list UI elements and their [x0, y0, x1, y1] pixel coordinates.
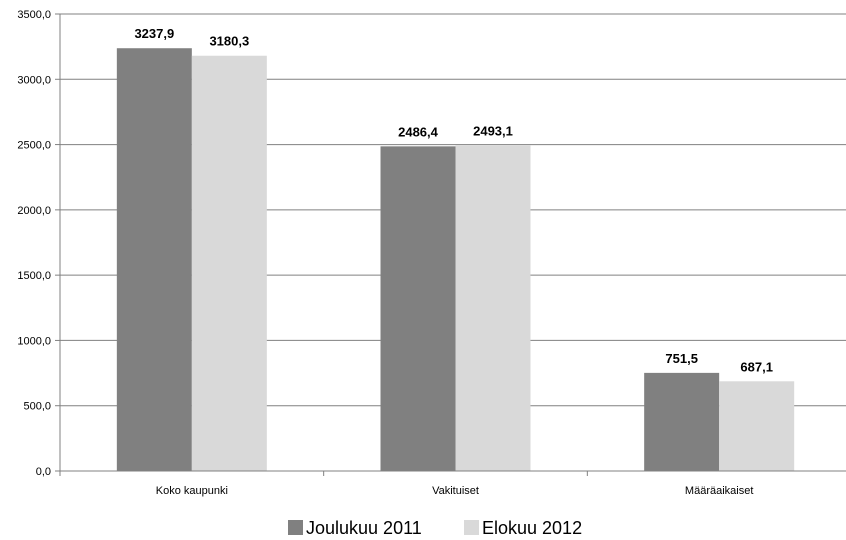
category-label: Koko kaupunki	[156, 485, 228, 497]
y-tick-label: 500,0	[23, 401, 51, 413]
y-tick-label: 3500,0	[17, 9, 51, 21]
y-tick-label: 1500,0	[17, 270, 51, 282]
legend-swatch	[288, 520, 303, 535]
y-tick-label: 0,0	[36, 466, 51, 478]
data-label: 751,5	[665, 351, 698, 366]
legend: Joulukuu 2011 Elokuu 2012	[288, 518, 582, 538]
bar-elokuu-2012	[455, 145, 531, 472]
bar-elokuu-2012	[719, 381, 795, 471]
bar-joulukuu-2011	[380, 146, 456, 471]
bar-joulukuu-2011	[116, 48, 192, 471]
bar-joulukuu-2011	[644, 372, 720, 471]
y-axis-tick-labels: 0,0 500,0 1000,0 1500,0 2000,0 2500,0 3000,0 35…	[17, 9, 51, 478]
legend-swatch	[464, 520, 479, 535]
data-labels: 3237,9 3180,3 2486,4 2493,1 751,5 687,1	[134, 26, 772, 374]
data-label: 2486,4	[398, 124, 439, 139]
bar-elokuu-2012	[191, 55, 267, 472]
y-tick-label: 2500,0	[17, 140, 51, 152]
axes	[55, 13, 846, 476]
data-label: 3180,3	[209, 34, 249, 49]
y-tick-label: 2000,0	[17, 205, 51, 217]
bars	[116, 48, 795, 472]
legend-label: Elokuu 2012	[482, 518, 582, 538]
y-tick-label: 3000,0	[17, 74, 51, 86]
data-label: 3237,9	[134, 26, 174, 41]
category-label: Vakituiset	[432, 485, 479, 497]
category-label: Määräaikaiset	[685, 485, 753, 497]
legend-label: Joulukuu 2011	[306, 518, 422, 538]
data-label: 687,1	[740, 359, 773, 374]
data-label: 2493,1	[473, 123, 513, 138]
y-tick-label: 1000,0	[17, 335, 51, 347]
x-axis-category-labels: Koko kaupunki Vakituiset Määräaikaiset	[156, 485, 754, 497]
